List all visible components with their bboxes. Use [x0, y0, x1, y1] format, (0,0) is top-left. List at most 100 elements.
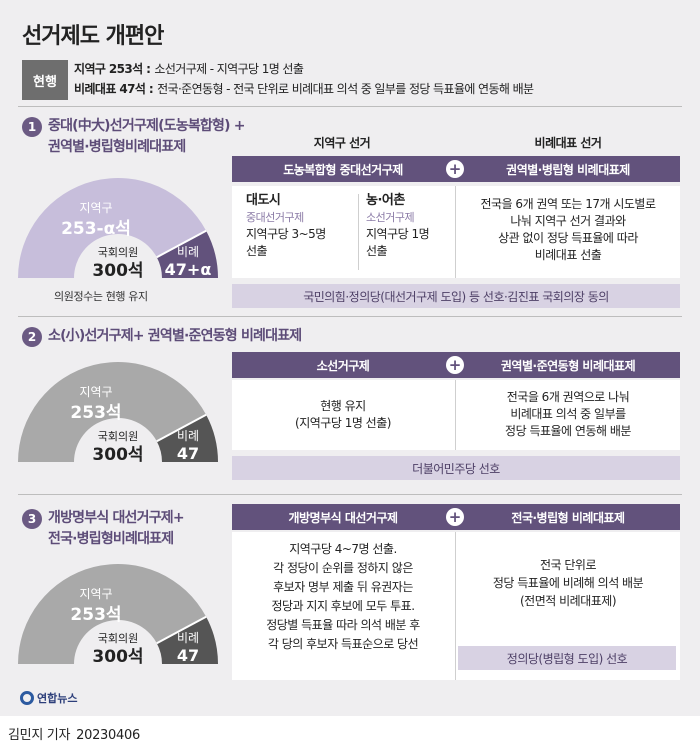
left-line: 각 당의 후보자 득표순으로 당선: [267, 637, 419, 651]
yonhap-logo-icon: [20, 691, 34, 705]
left-line: 지역구당 4~7명 선출.: [289, 542, 397, 556]
current-line-pr: 비례대표 47석 : 전국·준연동형 - 전국 단위로 비례대표 의석 중 일부를…: [74, 80, 534, 97]
city-sub: 중대선거구제: [246, 211, 304, 224]
pr-value: 47: [177, 646, 199, 665]
option-1-city: 대도시 중대선거구제 지역구당 3~5명 선출: [246, 192, 356, 260]
plus-icon: +: [446, 160, 464, 178]
option-2-left-text: 현행 유지 (지역구당 1명 선출): [232, 398, 454, 432]
option-1-right-text: 전국을 6개 권역 또는 17개 시도별로 나눠 지역구 선거 결과와 상관 없…: [456, 196, 680, 264]
right-line: 비례대표 의석 중 일부를: [510, 407, 626, 421]
option-3-right-text: 전국 단위로 정당 득표율에 비례해 의석 배분 (전면적 비례대표제): [456, 556, 680, 610]
option-1-bar-right: 권역별·병립형 비례대표제: [506, 162, 630, 177]
right-line: 비례대표 선출: [534, 248, 602, 262]
credit: 김민지 기자 20230406: [8, 724, 146, 743]
current-district-label: 지역구 253석 :: [74, 62, 151, 76]
pr-label: 비례: [177, 245, 199, 259]
divider: [455, 380, 456, 450]
option-2-bar-right: 권역별·준연동형 비례대표제: [500, 358, 636, 373]
city-text1: 지역구당 3~5명: [246, 227, 326, 241]
option-2-right-text: 전국을 6개 권역으로 나눠 비례대표 의석 중 일부를 정당 득표율에 연동해…: [456, 389, 680, 440]
district-seats-arc: [18, 178, 207, 278]
right-line: 정당 득표율에 비례해 의석 배분: [492, 576, 644, 590]
total-value: 300석: [92, 647, 143, 666]
option-1-title-line1: 중대(中大)선거구제(도농복합형) +: [48, 118, 245, 134]
divider: [18, 494, 682, 495]
option-2-support: 더불어민주당 선호: [232, 456, 680, 480]
option-3-support: 정의당(병립형 도입) 선호: [458, 646, 676, 670]
pr-seats-arc: [156, 616, 218, 664]
option-3-title-line1: 개방명부식 대선거구제+: [48, 510, 185, 526]
option-1-col-right-label: 비례대표 선거: [534, 136, 602, 150]
rural-sub: 소선거구제: [366, 211, 415, 224]
total-value: 300석: [92, 261, 143, 280]
pr-seats-arc: [156, 230, 218, 278]
right-line: 전국을 6개 권역 또는 17개 시도별로: [480, 197, 657, 211]
divider: [18, 106, 682, 107]
current-system-tag: 현행: [22, 60, 68, 100]
option-1-content-box: [232, 186, 680, 278]
current-line-district: 지역구 253석 : 소선거구제 - 지역구당 1명 선출: [74, 60, 304, 77]
divider: [455, 186, 456, 278]
city-head: 대도시: [246, 193, 281, 208]
left-line: (지역구당 1명 선출): [295, 416, 391, 430]
city-text2: 선출: [246, 244, 268, 258]
option-3-left-text: 지역구당 4~7명 선출. 각 정당이 순위를 정하지 않은 후보자 명부 제출…: [232, 540, 454, 654]
option-3-header: 3 개방명부식 대선거구제+ 전국·병립형비례대표제: [22, 508, 185, 550]
option-2-number: 2: [22, 327, 42, 347]
option-3-title-line2: 전국·병립형비례대표제: [48, 531, 174, 547]
total-label: 국회의원: [98, 246, 138, 259]
district-value: 253-α석: [61, 219, 131, 239]
district-label: 지역구: [79, 587, 112, 601]
rural-head: 농·어촌: [366, 193, 405, 208]
right-line: 상관 없이 정당 득표율에 따라: [498, 231, 638, 245]
district-label: 지역구: [79, 385, 112, 399]
right-line: (전면적 비례대표제): [520, 594, 617, 608]
divider: [455, 532, 456, 680]
current-district-text: 소선거구제 - 지역구당 1명 선출: [154, 62, 304, 76]
pr-value: 47+α: [165, 260, 212, 279]
district-value: 253석: [70, 605, 121, 625]
pr-label: 비례: [177, 429, 199, 443]
district-seats-arc: [18, 362, 207, 462]
option-3-number: 3: [22, 509, 42, 529]
arc-divider: [156, 615, 207, 645]
district-label: 지역구: [79, 201, 112, 215]
divider: [18, 316, 682, 317]
left-line: 현행 유지: [320, 399, 366, 413]
right-line: 나눠 지역구 선거 결과와: [510, 214, 626, 228]
plus-icon: +: [446, 356, 464, 374]
left-line: 각 정당이 순위를 정하지 않은: [273, 561, 413, 575]
option-1-bar-left: 도농복합형 중대선거구제: [283, 162, 403, 177]
district-seats-arc: [18, 564, 207, 664]
left-line: 정당과 지지 후보에 모두 투표.: [271, 599, 415, 613]
option-1-col-left-label: 지역구 선거: [313, 136, 371, 150]
plus-icon: +: [446, 508, 464, 526]
current-pr-text: 전국·준연동형 - 전국 단위로 비례대표 의석 중 일부를 정당 득표율에 연…: [157, 82, 534, 96]
rural-text2: 선출: [366, 244, 388, 258]
total-label: 국회의원: [98, 430, 138, 443]
right-line: 정당 득표율에 연동해 배분: [505, 424, 631, 438]
option-1-gauge-note: 의원정수는 현행 유지: [54, 290, 148, 303]
current-pr-label: 비례대표 47석 :: [74, 82, 154, 96]
option-3-gauge: 지역구 253석 국회의원 300석 비례 47: [18, 564, 218, 666]
credit-date: 20230406: [76, 728, 140, 743]
yonhap-logo: 연합뉴스: [20, 690, 77, 706]
pr-value: 47: [177, 444, 199, 463]
arc-divider: [156, 413, 207, 443]
option-1-header: 1 중대(中大)선거구제(도농복합형) + 권역별·병립형비례대표제: [22, 116, 245, 158]
option-3-bar-right: 전국·병립형 비례대표제: [511, 510, 625, 525]
option-2-bar-left: 소선거구제: [316, 358, 370, 373]
pr-label: 비례: [177, 631, 199, 645]
district-value: 253석: [70, 403, 121, 423]
left-line: 정당별 득표율 따라 의석 배분 후: [266, 618, 420, 632]
option-1-support: 국민의힘·정의당(대선거구제 도입) 등 선호·김진표 국회의장 동의: [232, 284, 680, 308]
option-2-content-box: [232, 380, 680, 450]
right-line: 전국 단위로: [539, 558, 597, 572]
reporter-name: 김민지 기자: [8, 728, 71, 743]
total-value: 300석: [92, 445, 143, 464]
option-1-title-line2: 권역별·병립형비례대표제: [48, 139, 186, 155]
